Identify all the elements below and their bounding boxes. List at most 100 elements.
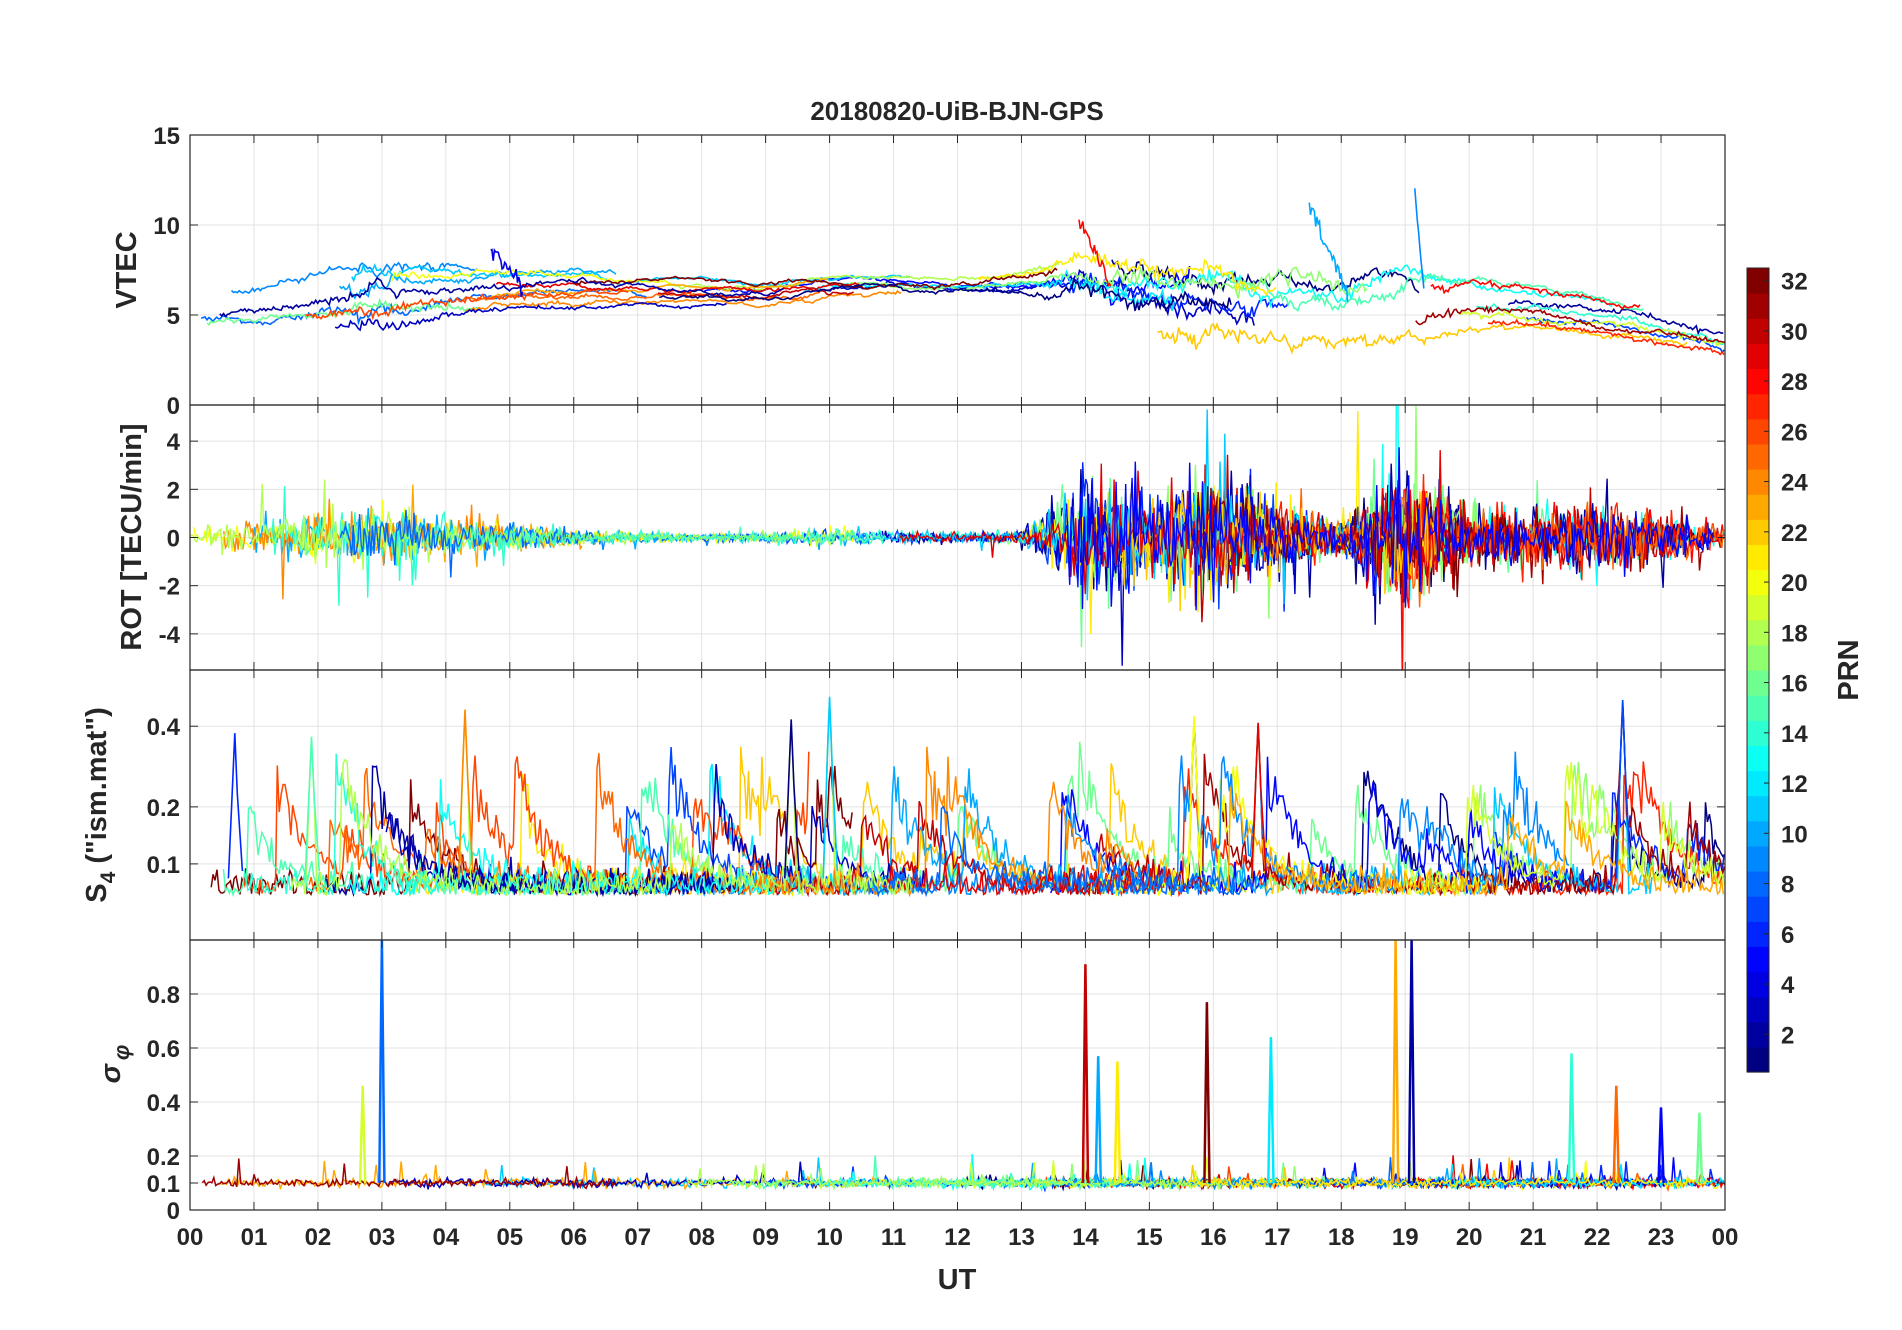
s4-peak — [1615, 699, 1632, 879]
s4-ylabel-main: S — [81, 883, 113, 902]
rot-line-prn-28 — [1385, 487, 1725, 670]
vtec-line-prn-17 — [846, 265, 1368, 299]
colorbar-tick-label: 2 — [1781, 1022, 1794, 1049]
colorbar-segment — [1747, 946, 1769, 973]
y-tick-label: 5 — [167, 303, 180, 330]
vtec-line-prn-2 — [219, 276, 785, 318]
sigma-peak — [1407, 940, 1416, 1184]
x-tick-label: 12 — [944, 1224, 971, 1251]
vtec-line-prn-27 — [1487, 318, 1725, 356]
colorbar-segment — [1747, 971, 1769, 998]
x-tick-label: 04 — [432, 1224, 459, 1251]
colorbar-segment — [1747, 845, 1769, 872]
sigma-peak — [378, 940, 386, 1184]
y-tick-label: 2 — [167, 477, 180, 504]
s4-line-prn-23 — [1225, 787, 1725, 898]
sigma-line-prn-18 — [686, 1159, 1223, 1191]
vtec-excursion — [1078, 219, 1112, 288]
vtec-line-prn-24 — [465, 289, 902, 313]
colorbar-tick-label: 6 — [1781, 922, 1794, 949]
colorbar-tick-label: 22 — [1781, 520, 1808, 547]
rot-panel: -4 -2 0 2 4 — [159, 404, 1726, 671]
colorbar-tick-label: 18 — [1781, 620, 1808, 647]
x-tick-label: 00 — [1712, 1224, 1739, 1251]
vtec-excursion — [1414, 188, 1425, 289]
colorbar-segment — [1747, 343, 1769, 370]
vtec-line-prn-21 — [977, 251, 1277, 297]
sigma-peak — [1657, 1107, 1665, 1184]
colorbar-tick-label: 20 — [1781, 570, 1808, 597]
vtec-line-prn-28 — [1430, 278, 1641, 310]
vtec-line-prn-2 — [1507, 299, 1724, 336]
y-tick-label: 15 — [153, 123, 180, 150]
x-tick-label: 09 — [752, 1224, 779, 1251]
colorbar-segment — [1747, 820, 1769, 847]
x-tick-label: 08 — [688, 1224, 715, 1251]
rot-series — [190, 405, 1725, 670]
colorbar-tick-label: 28 — [1781, 369, 1808, 396]
s4-peak — [457, 709, 474, 879]
colorbar-segment — [1747, 368, 1769, 395]
colorbar-frame — [1746, 267, 1770, 1073]
x-tick-label: 06 — [560, 1224, 587, 1251]
x-tick-label: 16 — [1200, 1224, 1227, 1251]
s4-peak — [304, 736, 320, 879]
vtec-line-prn-13 — [1083, 264, 1613, 309]
s4-peak — [784, 719, 800, 879]
colorbar-segment — [1747, 494, 1769, 520]
x-tick-label: 11 — [881, 1224, 906, 1251]
colorbar-segment — [1747, 1046, 1769, 1073]
y-tick-label: 0.1 — [147, 852, 180, 879]
sigma-phi-panel: 00.10.2 0.4 0.6 0.8 — [147, 939, 1726, 1225]
x-tick-label: 14 — [1072, 1224, 1099, 1251]
s4-line-prn-13 — [346, 779, 776, 898]
vtec-line-prn-31 — [1415, 304, 1725, 344]
vtec-line-prn-3 — [334, 301, 727, 332]
sigma-peak — [1267, 1037, 1275, 1184]
colorbar-segment — [1747, 469, 1769, 495]
colorbar-tick-label: 4 — [1781, 972, 1795, 999]
colorbar-segment — [1747, 795, 1769, 822]
vtec-line-prn-15 — [1226, 271, 1644, 312]
vtec-line-prn-9 — [230, 261, 478, 294]
y-tick-label: 0 — [167, 393, 180, 420]
sigma-peak — [1695, 1112, 1704, 1184]
x-tick-labels: 00 01 02 03 04 05 06 07 08 09 10 11 12 13 14 15 16 17 18 19… — [177, 1224, 1739, 1251]
vtec-series — [200, 188, 1725, 356]
s4-peak — [1187, 716, 1203, 879]
vtec-line-prn-32 — [573, 267, 1058, 291]
vtec-excursion — [1308, 202, 1349, 303]
x-axis-label: UT — [938, 1264, 977, 1296]
s4-line-prn-19 — [1430, 762, 1725, 897]
colorbar-segment — [1747, 619, 1769, 646]
sigma-ylabel-sub: φ — [109, 1045, 134, 1060]
vtec-ylabel: VTEC — [111, 231, 143, 308]
s4-ylabel-sub: 4 — [97, 871, 120, 883]
colorbar-segment — [1747, 519, 1769, 545]
y-tick-label: 0.4 — [147, 1090, 181, 1117]
y-tick-label: 0.4 — [147, 714, 181, 741]
sigma-ylabel-main: σ — [95, 1062, 127, 1083]
sigma-peak — [1391, 940, 1400, 1184]
sigma-peak — [1081, 964, 1090, 1184]
y-tick-label: 0.1 — [147, 1171, 180, 1198]
s4-line-prn-18 — [290, 715, 913, 898]
s4-peak — [822, 696, 839, 879]
sigma-peak — [1113, 1061, 1122, 1184]
chart-title: 20180820-UiB-BJN-GPS — [810, 96, 1103, 126]
vtec-line-prn-26 — [305, 288, 629, 321]
y-tick-label: 4 — [167, 429, 181, 456]
colorbar-segment — [1747, 268, 1769, 294]
vtec-line-prn-1 — [659, 276, 1232, 312]
colorbar-tick-label: 16 — [1781, 671, 1808, 698]
s4-line-prn-8 — [864, 805, 1254, 898]
colorbar-segment — [1747, 544, 1769, 571]
sigma-peak — [1203, 1002, 1211, 1184]
s4-ylabel: S4 ("ism.mat") — [81, 707, 120, 903]
sigma-peak — [1567, 1053, 1576, 1184]
y-tick-label: 0 — [167, 1198, 180, 1225]
rot-line-prn-14 — [270, 486, 1028, 606]
colorbar-segment — [1747, 720, 1769, 746]
colorbar-segment — [1747, 896, 1769, 922]
